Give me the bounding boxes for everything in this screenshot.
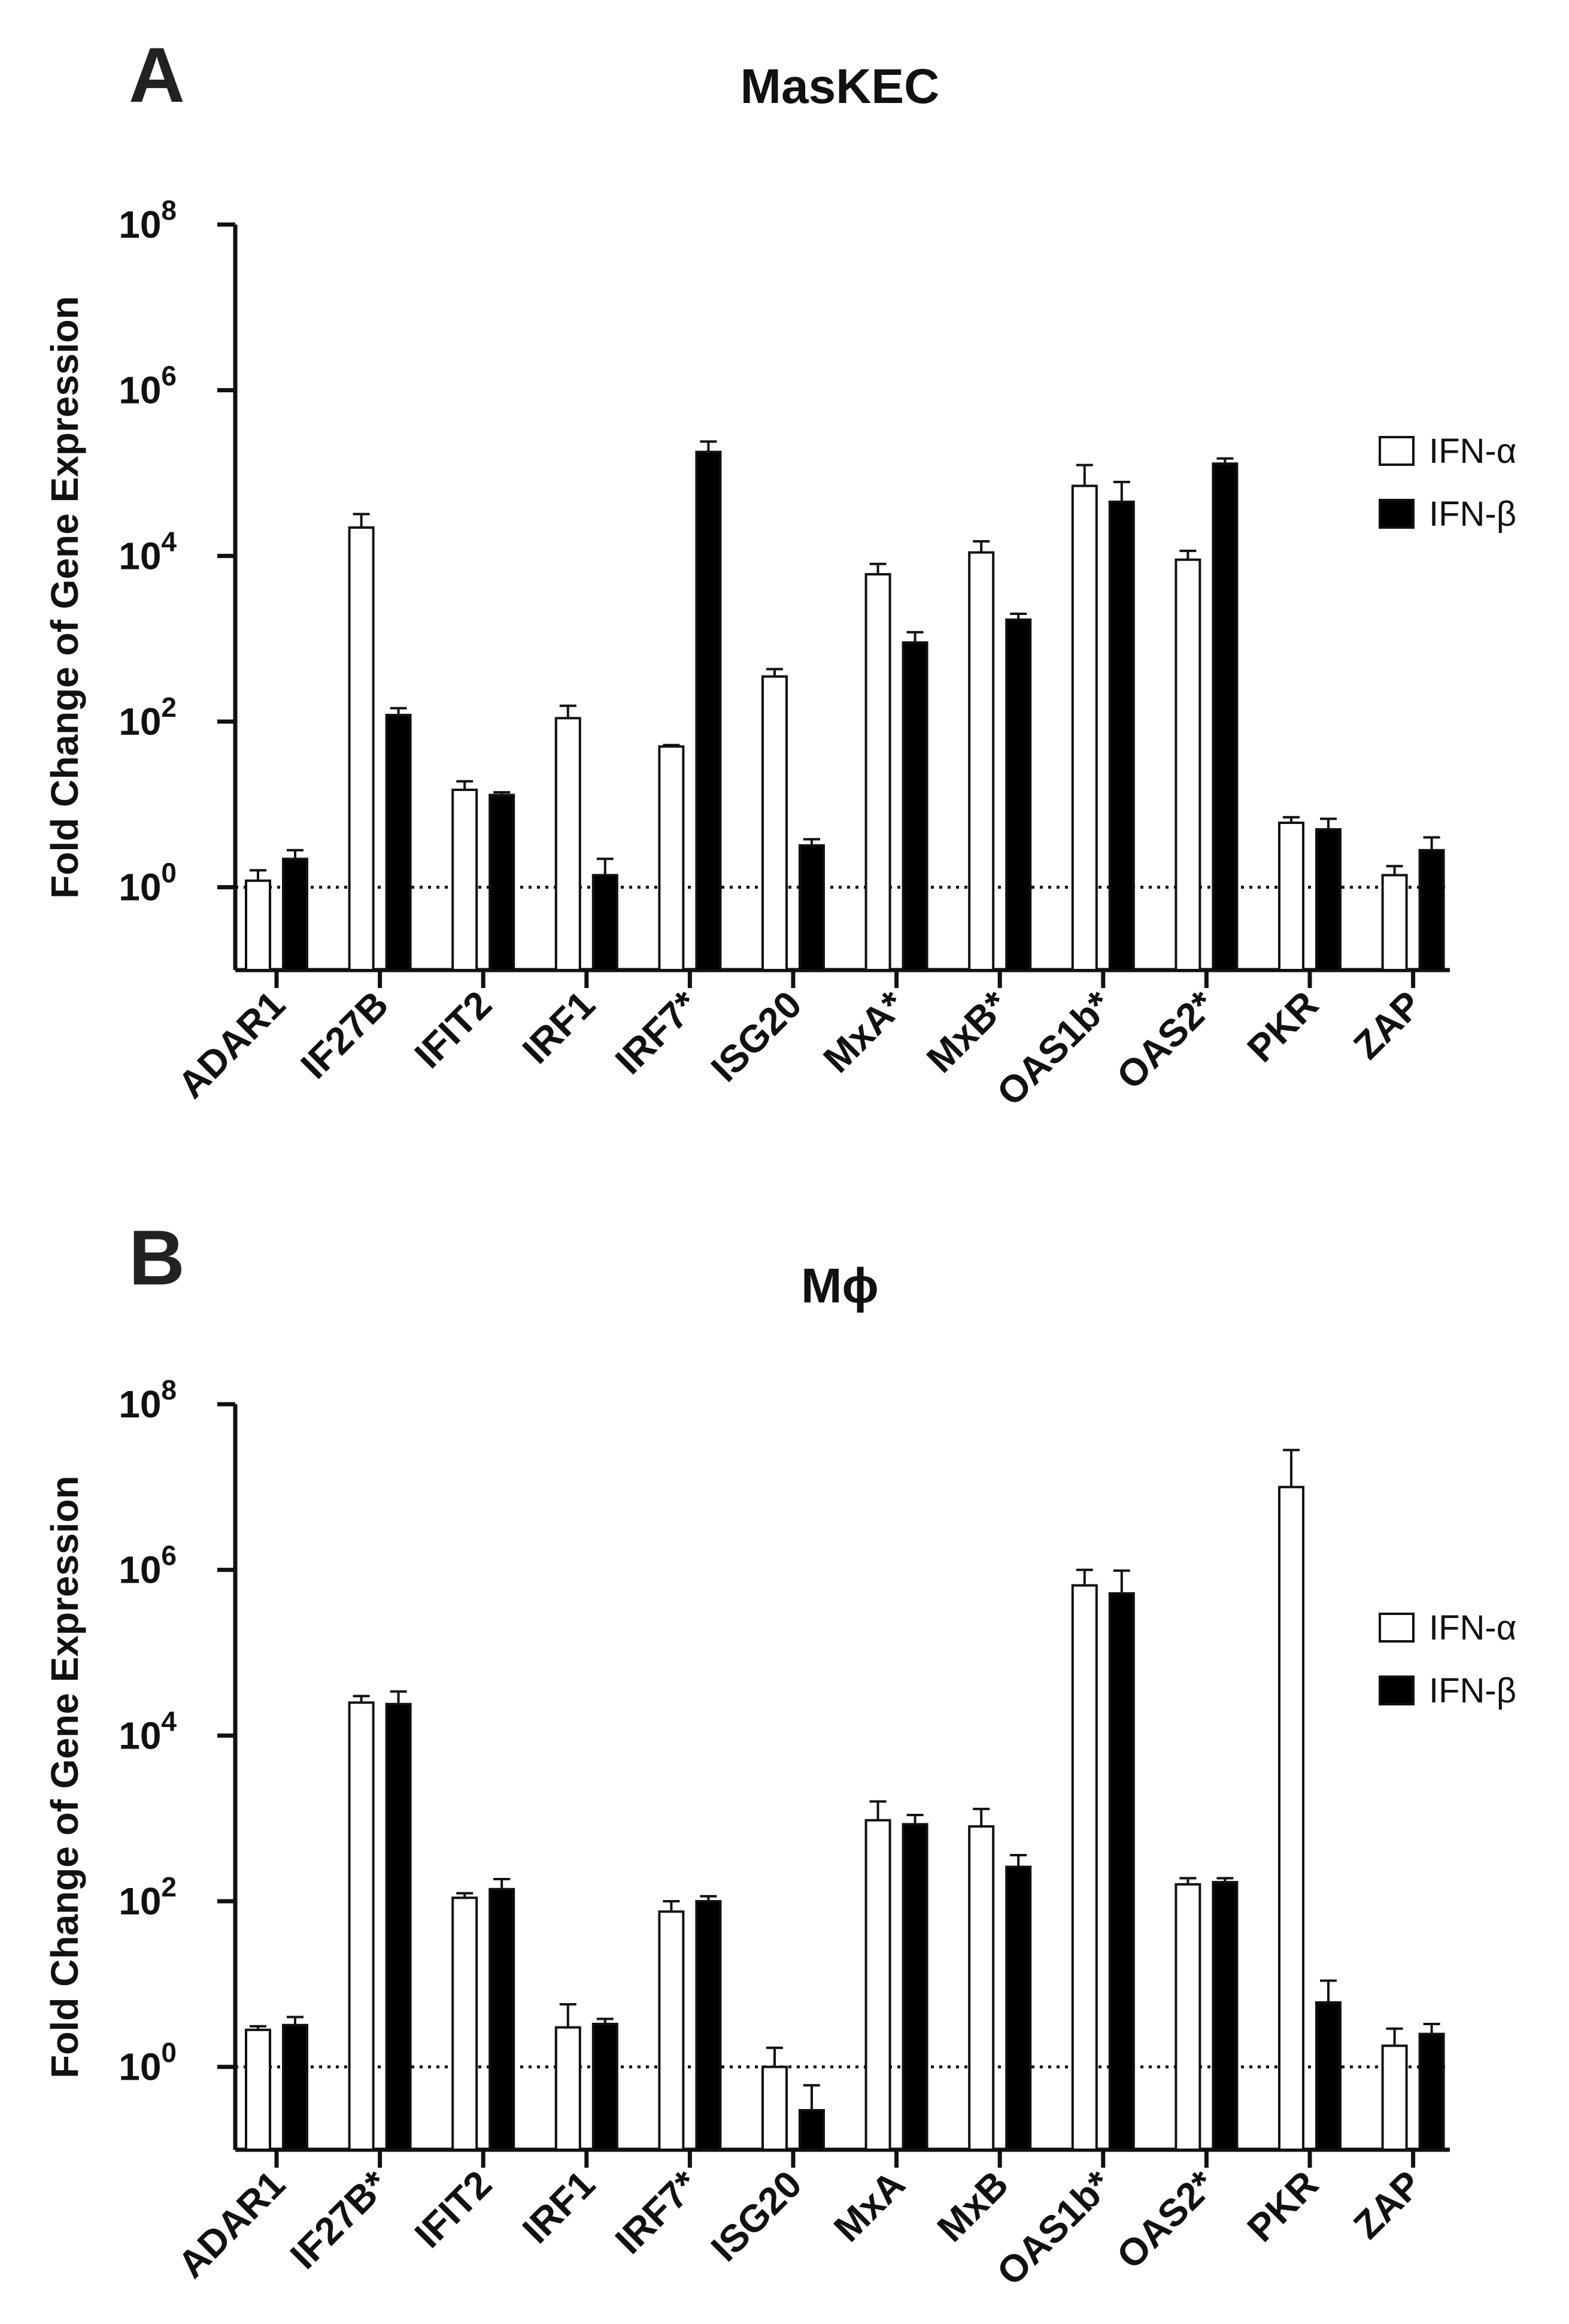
panel-b-bar-ifn-alpha <box>864 1819 891 2152</box>
panel-b-bar-ifn-beta <box>282 2023 308 2152</box>
panel-b-title: Mϕ <box>801 1259 879 1313</box>
panel-a-category-label: MxB* <box>918 983 1016 1081</box>
panel-a-category-label: IF27B <box>292 983 396 1087</box>
panel-a-bar-ifn-beta <box>1315 828 1342 972</box>
panel-b-bar-ifn-beta <box>385 1702 412 2152</box>
panel-b-category-label: IRF1 <box>514 2162 603 2252</box>
panel-b-bar-ifn-alpha <box>1071 1584 1098 2151</box>
panel-a-category-label: ADAR1 <box>169 983 293 1107</box>
panel-a-y-tick-label: 100 <box>119 858 177 909</box>
panel-b-bar-ifn-alpha <box>1278 1486 1304 2151</box>
panel-b-category-label: ZAP <box>1345 2162 1430 2247</box>
panel-a-bar-ifn-beta <box>282 858 308 972</box>
panel-a-bar-ifn-beta <box>695 450 722 971</box>
panel-b-y-axis-label: Fold Change of Gene Expression <box>43 1475 86 2078</box>
panel-b-category-label: OAS2* <box>1109 2162 1224 2277</box>
panel-b-letter: B <box>129 1214 185 1301</box>
panel-b-bar-ifn-beta <box>488 1887 515 2152</box>
panel-b-bar-ifn-alpha <box>451 1896 478 2151</box>
panel-a-category-label: IRF1 <box>514 983 603 1072</box>
panel-a-y-tick-label: 106 <box>119 360 177 412</box>
panel-a-bar-ifn-beta <box>902 641 928 971</box>
panel-a-legend-swatch-ifn-beta <box>1379 499 1415 529</box>
panel-b-bar-ifn-alpha <box>1175 1883 1201 2152</box>
panel-a-category-label: OAS2* <box>1109 983 1224 1098</box>
panel-a-bar-ifn-alpha <box>554 717 581 972</box>
panel-b-bar-ifn-alpha <box>554 2026 581 2151</box>
panel-a-bar-ifn-beta <box>1108 500 1135 971</box>
panel-a-category-label: MxA* <box>815 983 913 1081</box>
panel-a-category-label: PKR <box>1239 983 1326 1070</box>
panel-b-y-tick-label: 100 <box>119 2037 177 2089</box>
panel-a-category-label: ISG20 <box>703 983 810 1090</box>
panel-b-bar-ifn-alpha <box>761 2065 788 2152</box>
panel-b-bar-ifn-beta <box>1212 1881 1239 2152</box>
panel-a-bar-ifn-alpha <box>245 879 271 971</box>
panel-b-bar-ifn-alpha <box>968 1825 995 2151</box>
panel-b-category-label: MxB <box>929 2162 1016 2250</box>
panel-b-category-label: ISG20 <box>703 2162 810 2270</box>
panel-a-bar-ifn-alpha <box>658 745 685 971</box>
panel-a-bar-ifn-alpha <box>348 526 375 971</box>
panel-a-category-label: IRF7* <box>607 983 707 1083</box>
panel-a-bar-ifn-alpha <box>1381 874 1408 971</box>
panel-a-bar-ifn-beta <box>1212 462 1239 971</box>
panel-a-category-label: ZAP <box>1345 983 1430 1067</box>
panel-b-bar-ifn-alpha <box>245 2028 271 2152</box>
panel-b-bar-ifn-alpha <box>658 1910 685 2151</box>
panel-b-y-tick-label: 108 <box>119 1374 177 1426</box>
panel-a-bar-ifn-alpha <box>1071 484 1098 971</box>
panel-b-category-label: IFIT2 <box>406 2162 500 2256</box>
panel-a-category-label: IFIT2 <box>406 983 500 1077</box>
panel-b-bar-ifn-beta <box>591 2022 618 2152</box>
panel-a-bar-ifn-alpha <box>451 788 478 971</box>
panel-b-bar-ifn-beta <box>1108 1592 1135 2151</box>
panel-b-bar-ifn-beta <box>799 2108 825 2152</box>
panel-b-legend-label: IFN-β <box>1429 1671 1516 1710</box>
panel-b-y-tick-label: 104 <box>119 1705 177 1757</box>
panel-a-title: MasKEC <box>741 59 940 114</box>
panel-a-y-tick-label: 108 <box>119 195 177 246</box>
panel-a-bar-ifn-alpha <box>968 551 995 971</box>
panel-a-bar-ifn-beta <box>591 874 618 971</box>
panel-b-bar-ifn-beta <box>1005 1865 1032 2152</box>
panel-a-y-tick-label: 102 <box>119 692 177 743</box>
panel-b-category-label: OAS1b* <box>988 2162 1119 2293</box>
panel-b-bar-ifn-beta <box>695 1900 722 2151</box>
panel-b-bar-ifn-beta <box>902 1823 928 2152</box>
panel-b-legend-label: IFN-α <box>1429 1608 1516 1647</box>
panel-a-bar-ifn-beta <box>1418 849 1445 972</box>
panel-a: A MasKEC Fold Change of Gene Expression 100… <box>43 31 1516 1114</box>
panel-a-legend-swatch-ifn-alpha <box>1379 436 1415 466</box>
panel-b-bar-ifn-beta <box>1315 2001 1342 2152</box>
panel-b-y-tick-label: 106 <box>119 1540 177 1592</box>
panel-a-bar-ifn-alpha <box>1278 822 1304 972</box>
panel-a-category-label: OAS1b* <box>988 983 1119 1114</box>
panel-a-y-tick-label: 104 <box>119 526 177 577</box>
panel-a-bar-ifn-alpha <box>864 573 891 971</box>
panel-b-bar-ifn-alpha <box>348 1701 375 2151</box>
panel-b-category-label: IF27B* <box>282 2162 397 2277</box>
panel-a-y-axis-label: Fold Change of Gene Expression <box>43 296 86 898</box>
panel-b-bar-ifn-beta <box>1418 2032 1445 2152</box>
panel-a-bar-ifn-beta <box>385 714 412 972</box>
panel-a-bar-ifn-beta <box>799 844 825 972</box>
panel-a-bar-ifn-beta <box>1005 618 1032 971</box>
panel-a-bar-ifn-alpha <box>1175 558 1201 971</box>
panel-b: B Mϕ Fold Change of Gene Expression 100 102 1… <box>43 1214 1516 2293</box>
panel-a-letter: A <box>129 31 185 119</box>
panel-b-category-label: PKR <box>1239 2162 1326 2250</box>
panel-b-category-label: IRF7* <box>607 2162 707 2262</box>
panel-b-category-label: ADAR1 <box>169 2162 293 2286</box>
panel-b-bar-ifn-alpha <box>1381 2044 1408 2152</box>
panel-b-y-tick-label: 102 <box>119 1871 177 1923</box>
panel-a-legend-label: IFN-β <box>1429 495 1516 534</box>
panel-b-legend-swatch-ifn-alpha <box>1379 1613 1415 1643</box>
panel-b-legend-swatch-ifn-beta <box>1379 1675 1415 1705</box>
panel-a-legend-label: IFN-α <box>1429 432 1516 471</box>
panel-a-bar-ifn-alpha <box>761 675 788 972</box>
panel-b-category-label: MxA <box>826 2162 913 2250</box>
panel-a-bar-ifn-beta <box>488 793 515 971</box>
